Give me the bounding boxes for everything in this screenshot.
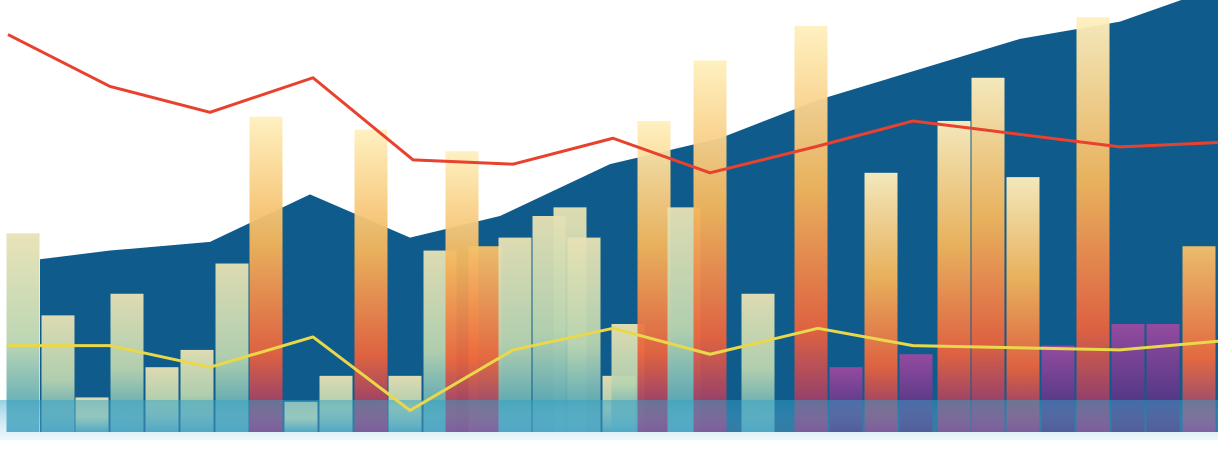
bar-7: [250, 117, 283, 432]
floor-band: [0, 400, 1218, 440]
bar-21: [638, 121, 671, 432]
bar-31: [1007, 177, 1040, 432]
bar-33: [1077, 17, 1110, 432]
bar-29: [938, 121, 971, 432]
bar-23: [694, 60, 727, 432]
bar-10: [355, 130, 388, 432]
bar-27: [865, 173, 898, 432]
bar-25: [795, 26, 828, 432]
